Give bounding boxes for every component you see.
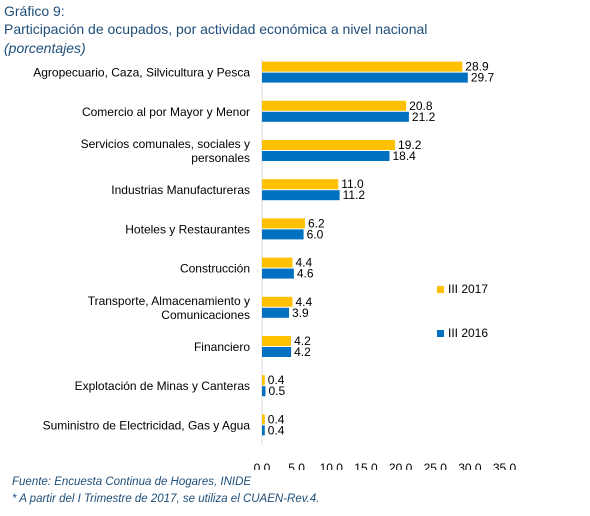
bar-iii-2017 — [262, 375, 265, 386]
category-label: Agropecuario, Caza, Silvicultura y Pesca — [33, 66, 250, 80]
category-label: Comercio al por Mayor y Menor — [82, 105, 250, 119]
data-label: 0.4 — [268, 373, 285, 387]
bar-iii-2017 — [262, 179, 339, 190]
bar-iii-2017 — [262, 100, 407, 111]
chart-number: Gráfico 9: — [4, 3, 65, 19]
data-label: 4.2 — [294, 334, 311, 348]
x-tick-label: 20.0 — [389, 461, 413, 470]
bar-iii-2016 — [262, 151, 390, 161]
bar-iii-2017 — [262, 218, 305, 229]
data-label: 4.2 — [294, 345, 311, 359]
bar-iii-2017 — [262, 336, 292, 346]
category-label: Hoteles y Restaurantes — [125, 222, 250, 236]
source-note: Fuente: Encuesta Continua de Hogares, IN… — [12, 476, 252, 488]
bar-iii-2016 — [262, 111, 409, 122]
x-tick-label: 10.0 — [320, 461, 344, 470]
data-label: 11.0 — [341, 177, 364, 191]
x-tick-label: 0.0 — [254, 461, 271, 470]
legend-label: III 2017 — [448, 282, 488, 296]
x-tick-label: 15.0 — [354, 461, 378, 470]
x-tick-label: 25.0 — [424, 461, 448, 470]
bar-iii-2016 — [262, 307, 290, 318]
chart-unit: (porcentajes) — [4, 40, 86, 56]
x-tick-label: 30.0 — [458, 461, 482, 470]
data-label: 4.6 — [297, 267, 314, 281]
data-label: 0.4 — [268, 412, 285, 426]
bar-chart: Agropecuario, Caza, Silvicultura y Pesca… — [33, 59, 517, 470]
category-label: Suministro de Electricidad, Gas y Agua — [43, 418, 251, 432]
data-label: 6.0 — [307, 227, 324, 241]
legend-label: III 2016 — [448, 326, 488, 340]
bar-iii-2017 — [262, 61, 463, 72]
category-label: Construcción — [180, 262, 250, 276]
data-label: 11.2 — [343, 188, 366, 202]
category-label: Financiero — [194, 340, 250, 354]
x-tick-label: 35.0 — [493, 461, 517, 470]
data-label: 3.9 — [292, 306, 309, 320]
data-label: 4.4 — [295, 295, 312, 309]
data-label: 0.5 — [268, 384, 285, 398]
data-label: 0.4 — [268, 423, 285, 437]
footnote: * A partir del I Trimestre de 2017, se u… — [12, 493, 320, 505]
bar-iii-2016 — [262, 386, 266, 397]
data-label: 4.4 — [295, 256, 312, 270]
bar-iii-2017 — [262, 257, 293, 268]
data-label: 21.2 — [412, 110, 436, 124]
bar-iii-2016 — [262, 268, 294, 279]
category-label: Servicios comunales, sociales y personale… — [81, 137, 250, 165]
bar-iii-2017 — [262, 296, 293, 307]
data-label: 19.2 — [398, 138, 422, 152]
data-label: 20.8 — [409, 99, 433, 113]
bar-iii-2017 — [262, 414, 265, 425]
data-label: 28.9 — [465, 60, 489, 74]
chart-title: Participación de ocupados, por actividad… — [4, 21, 428, 37]
bar-iii-2016 — [262, 347, 292, 357]
data-label: 18.4 — [393, 149, 417, 163]
bar-iii-2016 — [262, 72, 468, 83]
bar-iii-2016 — [262, 190, 340, 201]
category-label: Industrias Manufactureras — [111, 183, 250, 197]
category-label: Explotación de Minas y Canteras — [75, 379, 250, 393]
legend-swatch-iii-2016 — [437, 330, 444, 337]
bar-iii-2016 — [262, 425, 265, 436]
bar-iii-2016 — [262, 229, 304, 240]
data-label: 6.2 — [308, 216, 325, 230]
legend-swatch-iii-2017 — [437, 286, 444, 293]
category-label: Transporte, Almacenamiento y Comunicacion… — [88, 294, 250, 322]
x-tick-label: 5.0 — [288, 461, 305, 470]
bar-iii-2017 — [262, 140, 396, 150]
data-label: 29.7 — [471, 71, 495, 85]
